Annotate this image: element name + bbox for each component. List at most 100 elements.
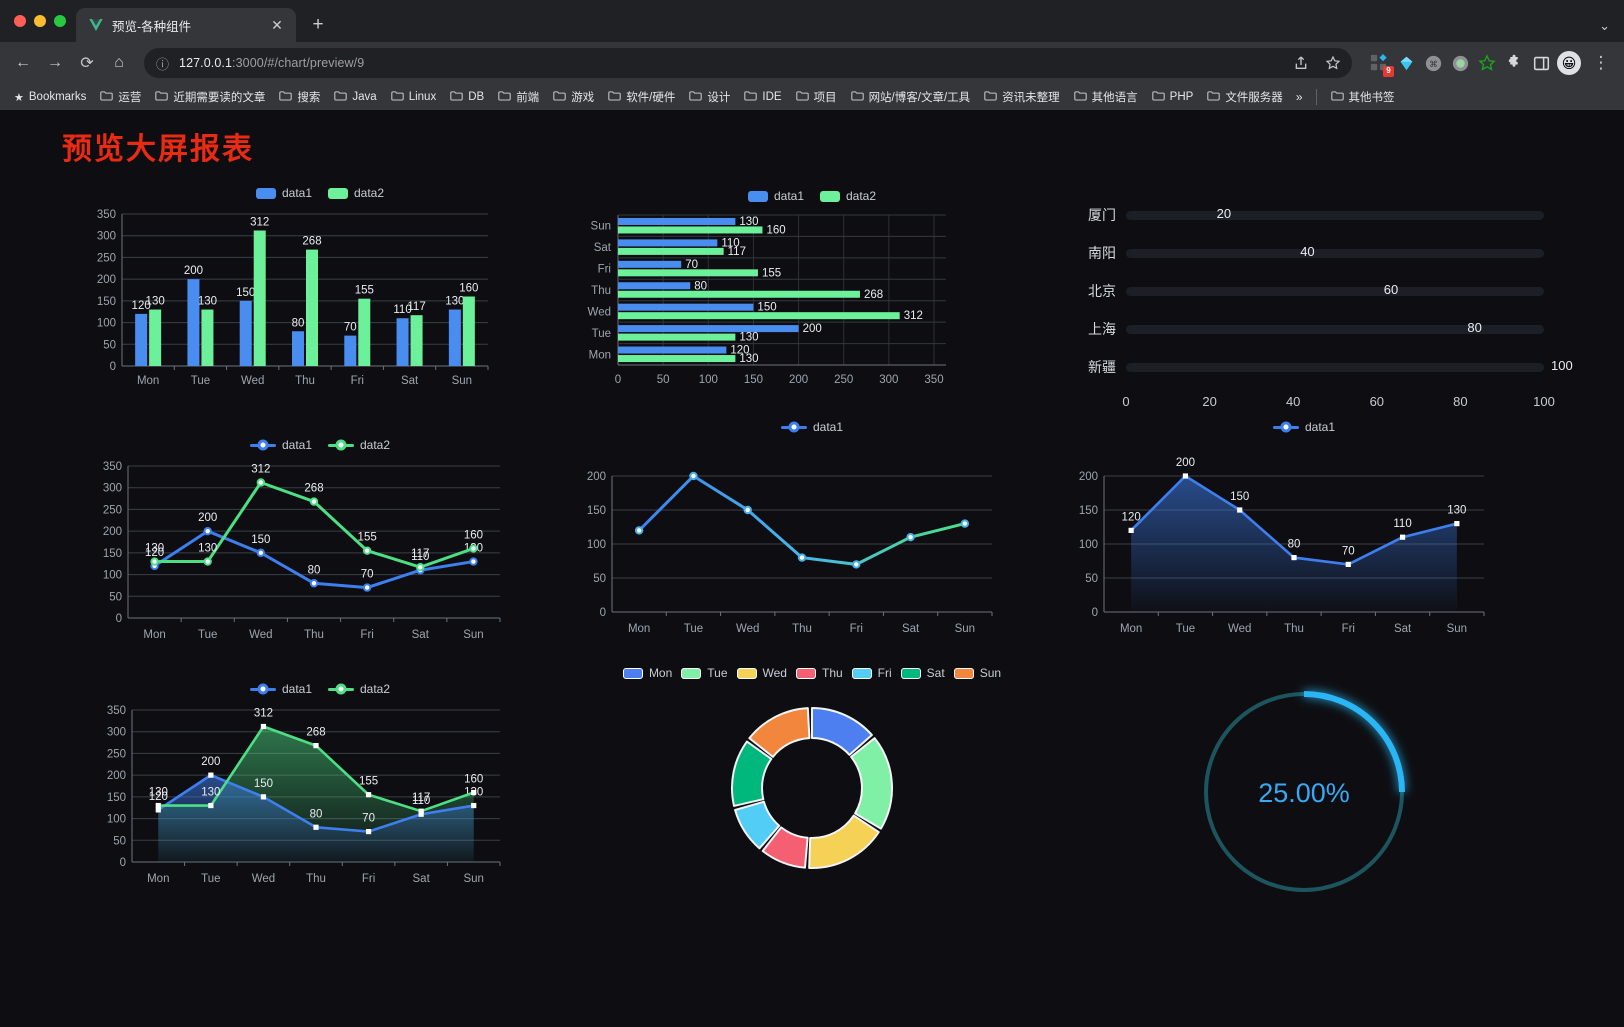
bookmark-folder[interactable]: 游戏 [547, 86, 600, 108]
donut-slice[interactable] [808, 814, 880, 869]
legend-item[interactable]: Sun [953, 666, 1001, 680]
close-tab-button[interactable]: ✕ [271, 16, 283, 33]
bookmark-folder-list: 运营 近期需要读的文章 搜索 Java Linux DB 前端 游戏 软件/硬件 设计 IDE 项目 网… [94, 86, 1288, 108]
bookmark-star-icon[interactable] [1318, 48, 1348, 78]
legend-bar-vertical[interactable]: data1 data2 [80, 186, 560, 200]
star-extension-icon[interactable] [1476, 52, 1498, 74]
bookmark-folder[interactable]: 资讯未整理 [978, 86, 1066, 108]
donut-slice[interactable] [748, 707, 811, 758]
legend-item[interactable]: Thu [795, 666, 843, 680]
site-info-icon[interactable]: ⓘ [156, 56, 170, 72]
back-button[interactable]: ← [15, 54, 31, 71]
bookmark-folder[interactable]: 设计 [683, 86, 736, 108]
progress-row: 上海 80 [1064, 310, 1544, 348]
bookmark-other[interactable]: 其他书签 [1325, 86, 1401, 108]
data-point [362, 546, 372, 555]
legend-marker [328, 687, 354, 691]
legend-item[interactable]: data2 [328, 682, 390, 696]
bookmarks-overflow-button[interactable]: » [1295, 90, 1303, 104]
chart-text: Wed [1228, 623, 1251, 634]
minimize-window-button[interactable] [34, 15, 46, 27]
chart-text: 80 [292, 317, 305, 329]
line-gradient-svg: 0 50 100 150 200 Mon Tue Wed Thu Fri Sat Sun [587, 471, 993, 635]
forward-button[interactable]: → [47, 54, 63, 71]
browser-menu-button[interactable]: ⋮ [1592, 53, 1610, 72]
browser-tab[interactable]: 预览-各种组件 ✕ [76, 8, 296, 42]
legend-item[interactable]: data1 [780, 420, 843, 434]
bookmark-folder[interactable]: 前端 [492, 86, 545, 108]
legend-bar-horizontal[interactable]: data1 data2 [572, 189, 1052, 203]
data-point [1182, 473, 1189, 479]
legend-item[interactable]: data2 [328, 186, 384, 200]
maximize-window-button[interactable] [54, 15, 66, 27]
address-bar[interactable]: ⓘ 127.0.0.1:3000/#/chart/preview/9 [144, 48, 1352, 78]
donut-slice[interactable] [734, 800, 781, 850]
legend-line-double[interactable]: data1 data2 [80, 438, 560, 452]
bookmark-folder[interactable]: 文件服务器 [1201, 86, 1289, 108]
chart-text: 150 [107, 792, 126, 804]
donut-slice[interactable] [850, 737, 893, 830]
bookmark-folder[interactable]: DB [444, 86, 490, 108]
legend-item[interactable]: data1 [1272, 420, 1335, 434]
bookmark-root[interactable]: ★ Bookmarks [8, 89, 92, 106]
legend-item[interactable]: Wed [736, 666, 787, 680]
new-tab-button[interactable]: + [312, 14, 324, 35]
folder-icon [608, 88, 621, 106]
progress-label: 北京 [1088, 284, 1116, 300]
diamond-extension-icon[interactable] [1395, 52, 1417, 74]
legend-item[interactable]: data1 [249, 682, 312, 696]
legend-area-double[interactable]: data1 data2 [80, 682, 560, 696]
legend-item[interactable]: data1 [255, 186, 312, 200]
legend-item[interactable]: Tue [681, 666, 728, 680]
share-icon[interactable] [1286, 48, 1316, 78]
legend-item[interactable]: Mon [622, 666, 672, 680]
command-extension-icon[interactable]: ⌘ [1422, 52, 1444, 74]
legend-line-gradient[interactable]: data1 [572, 420, 1052, 434]
home-button[interactable]: ⌂ [114, 54, 124, 71]
bookmark-folder[interactable]: 运营 [94, 86, 147, 108]
bookmark-folder[interactable]: PHP [1146, 86, 1200, 108]
bookmark-folder[interactable]: Linux [385, 86, 443, 108]
bookmark-folder[interactable]: 项目 [790, 86, 843, 108]
legend-donut[interactable]: Mon Tue Wed Thu Fri Sat Sun [572, 666, 1052, 680]
chart-text: 268 [864, 289, 883, 301]
legend-item[interactable]: data2 [820, 189, 876, 203]
area-double-svg: 0 50 100 150 200 250 300 350 Mon Tue Wed Thu Fri Sat S… [107, 705, 501, 885]
tab-search-chevron-icon[interactable]: ⌄ [1599, 18, 1610, 33]
bookmark-folder[interactable]: Java [328, 86, 382, 108]
bookmark-folder[interactable]: IDE [738, 86, 787, 108]
bookmark-folder[interactable]: 近期需要读的文章 [149, 86, 271, 108]
reload-button[interactable]: ⟳ [80, 55, 94, 72]
folder-icon [100, 88, 114, 106]
chart-text: Tue [592, 328, 611, 340]
bookmark-label: 游戏 [571, 92, 595, 104]
donut-slice[interactable] [811, 707, 873, 756]
legend-item[interactable]: Sat [900, 666, 945, 680]
sidepanel-icon[interactable] [1530, 52, 1552, 74]
profile-avatar[interactable]: 😀 [1557, 51, 1581, 75]
legend-item[interactable]: data1 [249, 438, 312, 452]
bar [618, 282, 691, 290]
donut-slice[interactable] [761, 826, 809, 869]
chart-text: Sun [452, 375, 472, 387]
bookmark-label: 前端 [516, 92, 540, 104]
bookmark-folder[interactable]: 其他语言 [1068, 86, 1144, 108]
puzzle-extension-icon[interactable] [1503, 52, 1525, 74]
donut-slice[interactable] [731, 740, 773, 807]
legend-item[interactable]: data2 [328, 438, 390, 452]
omnibox-actions [1286, 48, 1348, 78]
bookmark-folder[interactable]: 软件/硬件 [602, 86, 681, 108]
legend-label: Tue [707, 666, 728, 680]
bookmark-folder[interactable]: 网站/博客/文章/工具 [845, 86, 977, 108]
legend-item[interactable]: Fri [851, 666, 892, 680]
progress-row: 南阳 40 [1064, 234, 1544, 272]
close-window-button[interactable] [14, 15, 26, 27]
legend-area-single[interactable]: data1 [1064, 420, 1544, 434]
window-controls[interactable] [10, 0, 76, 42]
chart-text: 130 [149, 787, 168, 799]
circle-extension-icon[interactable] [1449, 52, 1471, 74]
progress-row: 厦门 20 [1064, 196, 1544, 234]
bookmark-folder[interactable]: 搜索 [273, 86, 326, 108]
extensions-puzzle-icon[interactable]: 9 [1368, 52, 1394, 77]
legend-item[interactable]: data1 [747, 189, 804, 203]
